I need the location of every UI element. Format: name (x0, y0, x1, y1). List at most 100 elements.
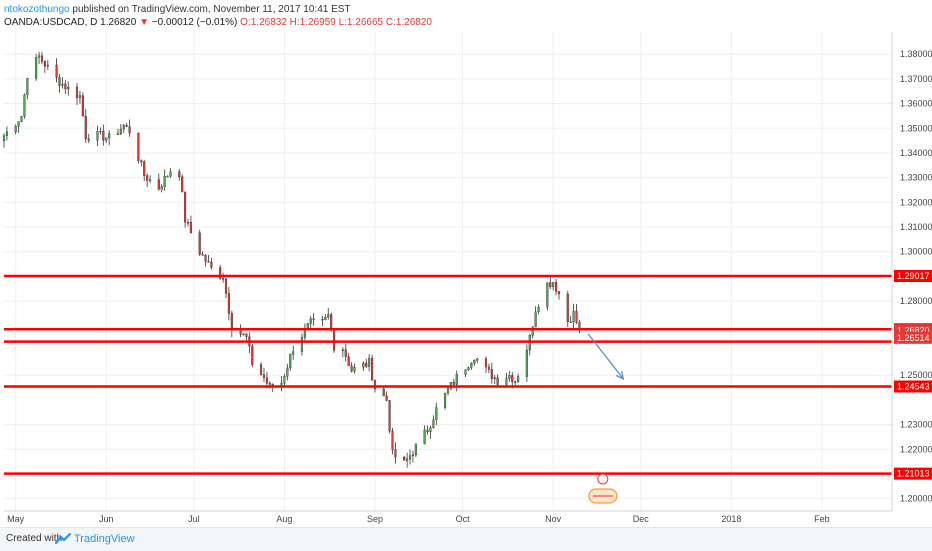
candle-body (487, 366, 490, 370)
created-with-text: Created with (6, 533, 63, 544)
candle-body (125, 125, 128, 127)
x-tick-label: Sep (367, 514, 383, 524)
candle-body (306, 323, 309, 329)
projection-arrow-head (615, 370, 625, 381)
candle-body (344, 349, 347, 358)
candle-body (537, 307, 540, 313)
symbol-line: OANDA:USDCAD, D 1.26820 ▼ −0.00012 (−0.0… (4, 17, 432, 28)
y-tick-label: 1.32000 (900, 197, 932, 207)
candle-body (116, 133, 119, 135)
candle-body (292, 351, 295, 355)
candle-body (166, 175, 169, 178)
candle-body (96, 131, 99, 141)
candle-body (382, 388, 385, 397)
y-tick-label: 1.38000 (900, 49, 932, 59)
candle-body (569, 321, 572, 323)
x-tick-label: Nov (545, 514, 562, 524)
candle-body (353, 366, 356, 372)
candle-body (321, 318, 324, 321)
price-chart[interactable]: 1.38000 1.37000 1.36000 1.35000 1.34000 1.330… (0, 0, 932, 527)
candle-body (350, 365, 353, 372)
candle-body (146, 175, 149, 181)
candle-body (224, 278, 228, 294)
candle-body (455, 374, 458, 385)
current-price-tag (894, 331, 932, 344)
y-tick-label: 1.22000 (900, 444, 932, 454)
candle-body (391, 430, 394, 450)
price-axis[interactable]: 1.38000 1.37000 1.36000 1.35000 1.34000 1.330… (891, 32, 932, 511)
candle-body (40, 55, 44, 62)
candle-body (467, 367, 470, 371)
event-marker[interactable] (588, 473, 618, 504)
candle-body (262, 374, 266, 378)
candle-body (265, 377, 268, 384)
candle-body (575, 310, 578, 323)
level-price-label: 1.24543 (897, 381, 930, 391)
candle-body (496, 377, 499, 385)
candle-body (43, 61, 46, 67)
candle-body (555, 282, 558, 292)
candle-body (546, 282, 549, 308)
levels-layer (4, 274, 892, 475)
candle-body (148, 179, 152, 181)
candle-body (222, 277, 225, 280)
candle-body (406, 458, 409, 461)
candle-body (514, 381, 517, 383)
candle-body (289, 354, 292, 369)
candle-body (552, 282, 555, 287)
y-tick-label: 1.36000 (900, 99, 932, 109)
candle-body (470, 363, 473, 368)
level-price-label: 1.21013 (897, 469, 930, 479)
candle-body (333, 330, 336, 351)
footer-bar: Created with TradingView (0, 527, 932, 551)
tradingview-brand[interactable]: TradingView (74, 533, 135, 545)
down-arrow-icon: ▼ (139, 17, 149, 28)
candle-body (572, 310, 575, 323)
candle-body (143, 161, 146, 176)
candle-body (46, 64, 49, 67)
candle-body (490, 369, 493, 379)
candle-body (508, 375, 511, 379)
candle-body (517, 376, 520, 382)
author-link[interactable]: ntokozothungo (4, 4, 70, 15)
candle-body (67, 86, 70, 90)
candle-body (184, 191, 187, 223)
candle-body (283, 376, 286, 384)
candle-body (37, 55, 41, 58)
candle-body (105, 137, 108, 141)
projection-arrow-shaft (587, 333, 624, 380)
candle-body (230, 313, 233, 331)
candle-body (119, 128, 122, 135)
candle-body (81, 95, 84, 117)
candle-body (251, 345, 254, 365)
price-change: −0.00012 (−0.01%) (151, 17, 238, 28)
candle-body (17, 121, 20, 127)
candle-body (330, 314, 333, 331)
y-tick-label: 1.23000 (900, 420, 932, 430)
symbol-label: OANDA:USDCAD, D (4, 17, 98, 28)
candle-body (452, 382, 455, 385)
candle-body (473, 359, 476, 364)
candle-body (511, 375, 514, 383)
candle-body (219, 267, 222, 279)
candle-body (549, 282, 552, 287)
candle-body (128, 126, 131, 134)
candle-body (157, 179, 160, 190)
candle-body (531, 326, 534, 336)
candle-body (64, 83, 67, 90)
candle-body (312, 318, 315, 320)
candle-body (566, 293, 569, 322)
ohlc-values: O:1.26832 H:1.26959 L:1.26665 C:1.26820 (240, 17, 432, 28)
candle-body (525, 349, 528, 377)
candle-body (181, 176, 184, 193)
time-axis[interactable]: May Jun Jul Aug Sep Oct Nov Dec 2018 Feb (4, 510, 892, 524)
candle-body (268, 383, 271, 385)
x-tick-label: Feb (814, 514, 830, 524)
chart-header: ntokozothungo published on TradingView.c… (0, 0, 932, 32)
y-tick-label: 1.25000 (900, 370, 932, 380)
candle-body (365, 362, 368, 367)
candle-body (435, 407, 438, 420)
candle-body (14, 126, 17, 133)
candle-body (75, 86, 79, 98)
candle-body (140, 160, 143, 162)
